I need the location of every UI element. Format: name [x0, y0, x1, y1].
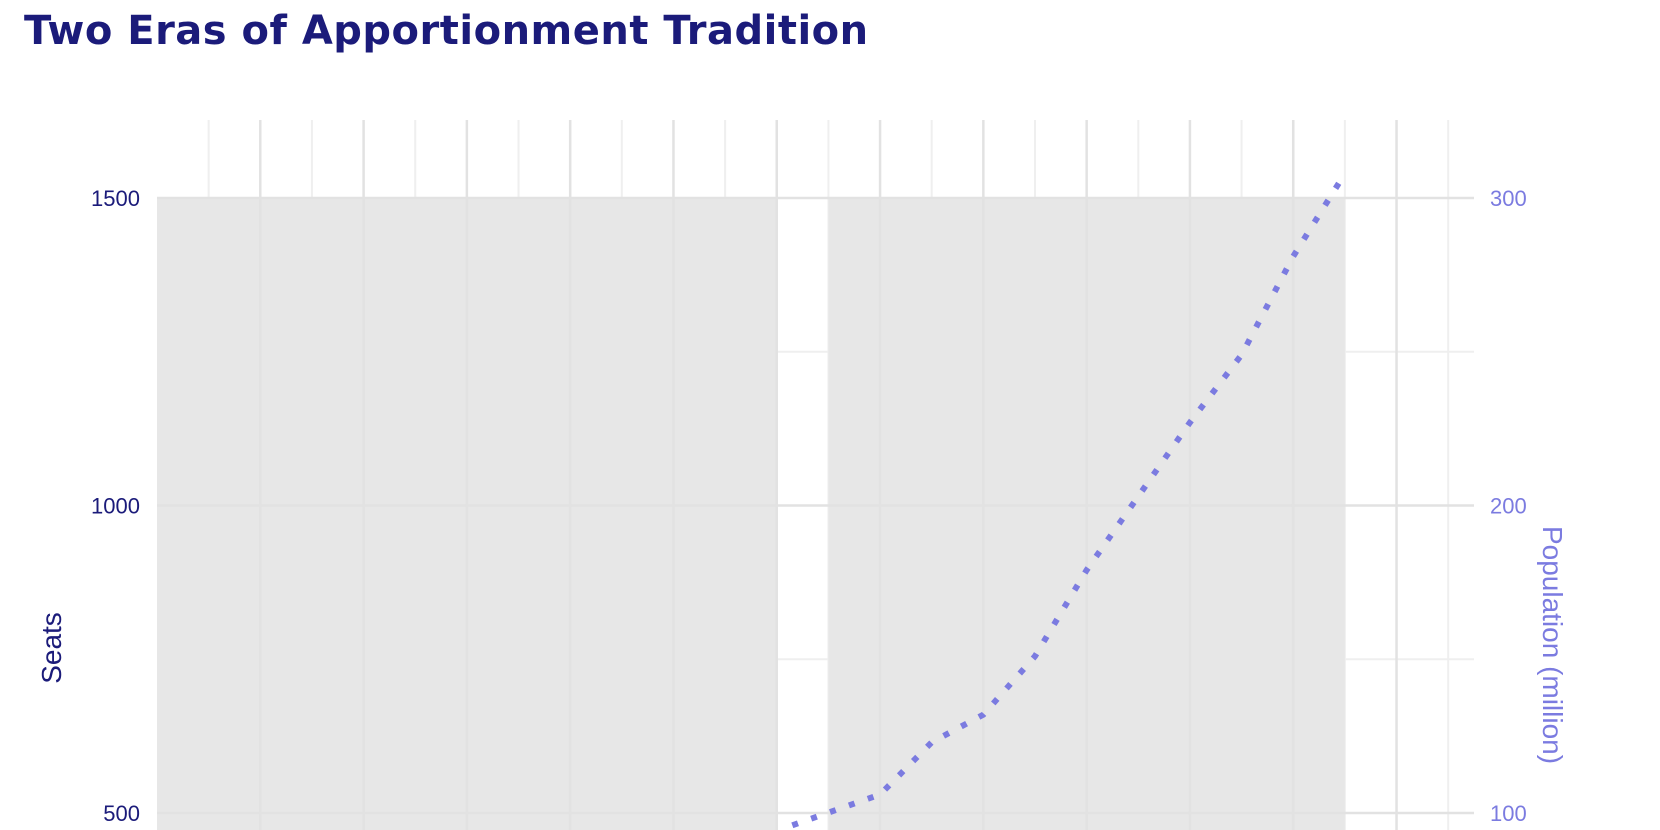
chart-title: Two Eras of Apportionment Tradition [24, 8, 869, 54]
population-line [791, 171, 1348, 829]
y-tick-label: 1000 [91, 494, 140, 519]
bars-layer [157, 198, 1345, 830]
major-grid-layer [157, 120, 1474, 830]
y2-tick-label: 100 [1490, 801, 1527, 826]
y-tick-label: 500 [103, 801, 140, 826]
y2-tick-label: 200 [1490, 494, 1527, 519]
population-line-layer [791, 171, 1348, 829]
tick-labels-layer: 1500 1000 500 300 200 100 [91, 186, 1527, 826]
y2-tick-label: 300 [1490, 186, 1527, 211]
y2-axis-title: Population (million) [1537, 526, 1568, 764]
y-tick-label: 1500 [91, 186, 140, 211]
y-axis-title: Seats [36, 612, 67, 684]
